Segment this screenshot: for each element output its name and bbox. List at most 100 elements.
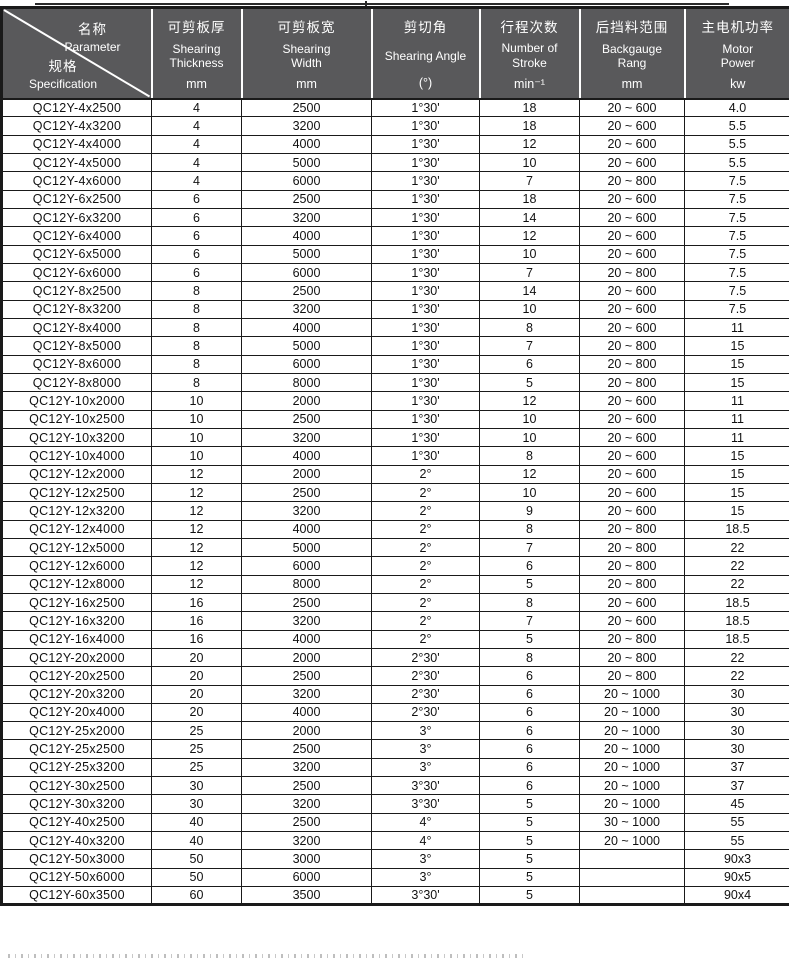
header-unit: mm	[296, 76, 317, 91]
power-cell: 11	[684, 409, 789, 429]
header-cn: 可剪板厚	[167, 20, 226, 35]
table-row: QC12Y-6x4000 6 4000 1°30' 12 20 ~ 600 7.…	[1, 226, 789, 246]
strokes-cell: 10	[479, 409, 580, 429]
backgauge-cell: 20 ~ 800	[579, 354, 685, 374]
thickness-cell: 10	[151, 409, 242, 429]
thickness-cell: 10	[151, 446, 242, 466]
width-cell: 5000	[241, 537, 372, 558]
model-cell: QC12Y-12x2000	[1, 464, 152, 484]
header-unit: mm	[621, 76, 643, 91]
angle-cell: 1°30'	[371, 299, 480, 319]
table-row: QC12Y-4x6000 4 6000 1°30' 7 20 ~ 800 7.5	[1, 171, 789, 191]
angle-cell: 2°	[371, 519, 480, 539]
model-cell: QC12Y-10x2500	[1, 409, 152, 429]
angle-cell: 2°	[371, 464, 480, 484]
strokes-cell: 14	[479, 207, 580, 228]
angle-cell: 4°	[371, 812, 480, 833]
thickness-cell: 50	[151, 867, 242, 888]
backgauge-cell: 20 ~ 600	[579, 501, 685, 521]
corner-parameter-cn: 名称	[78, 22, 107, 37]
power-cell: 15	[684, 336, 789, 356]
table-row: QC12Y-6x2500 6 2500 1°30' 18 20 ~ 600 7.…	[1, 189, 789, 209]
thickness-cell: 20	[151, 702, 242, 723]
thickness-cell: 8	[151, 281, 242, 301]
backgauge-cell: 20 ~ 1000	[579, 721, 685, 741]
model-cell: QC12Y-50x3000	[1, 849, 152, 869]
strokes-cell: 10	[479, 427, 580, 448]
model-cell: QC12Y-40x3200	[1, 831, 152, 851]
strokes-cell: 10	[479, 152, 580, 173]
model-cell: QC12Y-12x5000	[1, 537, 152, 558]
header-en: Shearing Width	[282, 41, 331, 71]
corner-parameter-en: Parameter	[64, 40, 121, 54]
table-row: QC12Y-12x3200 12 3200 2° 9 20 ~ 600 15	[1, 501, 789, 521]
angle-cell: 3°	[371, 739, 480, 759]
power-cell: 45	[684, 794, 789, 814]
backgauge-cell: 20 ~ 600	[579, 391, 685, 411]
width-cell: 2500	[241, 189, 372, 209]
strokes-cell: 8	[479, 317, 580, 338]
thickness-cell: 12	[151, 464, 242, 484]
table-row: QC12Y-60x3500 60 3500 3°30' 5 90x4	[1, 886, 789, 906]
angle-cell: 1°30'	[371, 427, 480, 448]
thickness-cell: 4	[151, 171, 242, 191]
backgauge-cell: 20 ~ 800	[579, 537, 685, 558]
table-row: QC12Y-4x2500 4 2500 1°30' 18 20 ~ 600 4.…	[1, 97, 789, 118]
thickness-cell: 6	[151, 244, 242, 264]
strokes-cell: 14	[479, 281, 580, 301]
power-cell: 7.5	[684, 226, 789, 246]
table-row: QC12Y-20x3200 20 3200 2°30' 6 20 ~ 1000 …	[1, 684, 789, 704]
model-cell: QC12Y-16x3200	[1, 611, 152, 631]
power-cell: 15	[684, 354, 789, 374]
model-cell: QC12Y-12x6000	[1, 556, 152, 576]
table-row: QC12Y-6x6000 6 6000 1°30' 7 20 ~ 800 7.5	[1, 262, 789, 283]
power-cell: 15	[684, 446, 789, 466]
thickness-cell: 30	[151, 776, 242, 796]
power-cell: 37	[684, 757, 789, 778]
diagonal-divider-line	[3, 9, 151, 98]
power-cell: 55	[684, 831, 789, 851]
cropped-footnote-text	[8, 954, 528, 958]
backgauge-cell: 20 ~ 800	[579, 666, 685, 686]
width-cell: 6000	[241, 262, 372, 283]
table-row: QC12Y-16x2500 16 2500 2° 8 20 ~ 600 18.5	[1, 592, 789, 613]
backgauge-cell: 20 ~ 800	[579, 574, 685, 594]
corner-parameter-label: 名称 Parameter	[45, 18, 141, 54]
backgauge-cell: 20 ~ 1000	[579, 776, 685, 796]
thickness-cell: 16	[151, 629, 242, 649]
backgauge-cell: 20 ~ 600	[579, 427, 685, 448]
backgauge-cell: 20 ~ 600	[579, 592, 685, 613]
angle-cell: 3°30'	[371, 794, 480, 814]
model-cell: QC12Y-8x2500	[1, 281, 152, 301]
thickness-cell: 25	[151, 757, 242, 778]
model-cell: QC12Y-4x5000	[1, 152, 152, 173]
power-cell: 4.0	[684, 97, 789, 118]
strokes-cell: 7	[479, 171, 580, 191]
table-row: QC12Y-12x2000 12 2000 2° 12 20 ~ 600 15	[1, 464, 789, 484]
width-cell: 3200	[241, 501, 372, 521]
width-cell: 4000	[241, 702, 372, 723]
backgauge-cell: 20 ~ 600	[579, 482, 685, 503]
thickness-cell: 8	[151, 336, 242, 356]
table-row: QC12Y-40x3200 40 3200 4° 5 20 ~ 1000 55	[1, 831, 789, 851]
thickness-cell: 12	[151, 537, 242, 558]
table-row: QC12Y-6x3200 6 3200 1°30' 14 20 ~ 600 7.…	[1, 207, 789, 228]
angle-cell: 3°	[371, 867, 480, 888]
power-cell: 90x5	[684, 867, 789, 888]
strokes-cell: 5	[479, 886, 580, 906]
model-cell: QC12Y-4x3200	[1, 116, 152, 136]
width-cell: 8000	[241, 372, 372, 393]
power-cell: 18.5	[684, 629, 789, 649]
table-row: QC12Y-25x2000 25 2000 3° 6 20 ~ 1000 30	[1, 721, 789, 741]
strokes-cell: 5	[479, 849, 580, 869]
table-row: QC12Y-6x5000 6 5000 1°30' 10 20 ~ 600 7.…	[1, 244, 789, 264]
width-cell: 2500	[241, 482, 372, 503]
backgauge-cell: 20 ~ 600	[579, 116, 685, 136]
width-cell: 4000	[241, 134, 372, 154]
table-row: QC12Y-25x3200 25 3200 3° 6 20 ~ 1000 37	[1, 757, 789, 778]
power-cell: 7.5	[684, 262, 789, 283]
width-cell: 3000	[241, 849, 372, 869]
angle-cell: 2°	[371, 501, 480, 521]
power-cell: 7.5	[684, 207, 789, 228]
column-header-shearing-width: 可剪板宽 Shearing Width mm	[240, 7, 372, 100]
